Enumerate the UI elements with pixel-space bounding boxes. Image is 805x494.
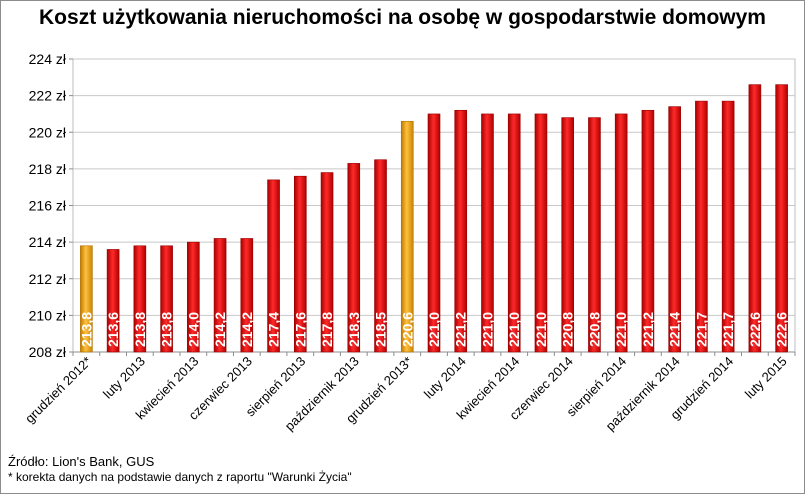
bar [240,238,254,353]
bar [588,117,601,353]
bar [454,109,468,353]
chart-title: Koszt użytkowania nieruchomości na osobę… [39,6,766,29]
bar-value-label: 213,8 [159,312,175,347]
bar-value-label: 213,6 [105,312,121,347]
bar [80,245,93,353]
bar-value-label: 214,0 [185,312,201,347]
bar [293,175,307,353]
x-tick-label: grudzień 2012* [22,354,94,426]
bar-value-label: 221,0 [533,312,549,347]
y-tick-label: 218 zł [29,161,67,177]
bar [641,109,655,353]
bar-value-label: 218,5 [373,312,389,347]
x-tick-label: luty 2013 [100,354,148,402]
bar-value-label: 214,2 [239,312,255,347]
bar [160,245,173,353]
bar-value-label: 221,2 [640,312,656,347]
bar [320,172,334,353]
bar-value-label: 221,4 [667,312,683,347]
y-tick-label: 220 zł [29,124,67,140]
bar-value-label: 213,8 [78,312,94,347]
bar [668,106,681,353]
bar [400,120,414,353]
y-tick-label: 208 zł [29,344,67,360]
bar [775,84,788,353]
bar [187,241,200,353]
source-note: Źródło: Lion's Bank, GUS [8,454,155,469]
footnote: * korekta danych na podstawie danych z r… [8,470,352,484]
bar [614,113,628,353]
bar [695,100,708,353]
bar [748,84,762,353]
bar [534,113,548,353]
bar-value-label: 217,4 [266,312,282,347]
y-tick-label: 222 zł [29,88,67,104]
bar [481,113,494,353]
bar [507,113,521,353]
bar-value-label: 221,7 [693,312,709,347]
bar-value-label: 217,8 [319,312,335,347]
bar [267,179,280,353]
bar-value-label: 221,0 [426,312,442,347]
bar-value-label: 221,0 [613,312,629,347]
bar [213,238,227,353]
bar [347,163,361,353]
bar-value-label: 221,2 [453,312,469,347]
bar-value-label: 220,6 [399,312,415,347]
bar [106,249,120,353]
bar-value-label: 222,6 [774,312,790,347]
y-tick-label: 210 zł [29,307,67,323]
bar [133,245,147,353]
bar [427,113,441,353]
bar-value-label: 221,0 [479,312,495,347]
x-tick-label: luty 2015 [742,354,790,402]
bar-value-label: 217,6 [292,312,308,347]
bar [561,117,575,353]
bar [721,100,735,353]
y-tick-label: 212 zł [29,271,67,287]
bar-value-label: 218,3 [346,312,362,347]
bar-value-label: 220,8 [560,312,576,347]
y-tick-label: 224 zł [29,51,67,67]
bar-value-label: 214,2 [212,312,228,347]
bar-value-label: 220,8 [586,312,602,347]
y-tick-label: 214 zł [29,234,67,250]
bar-value-label: 221,7 [720,312,736,347]
bar-value-label: 221,0 [506,312,522,347]
bar-value-label: 213,8 [132,312,148,347]
bar [374,159,387,353]
plot-area: 208 zł 210 zł 212 zł 214 zł 216 zł 218 zł 220 … [22,51,796,434]
bar-value-label: 222,6 [747,312,763,347]
x-tick-label: luty 2014 [421,354,469,402]
y-tick-label: 216 zł [29,198,67,214]
